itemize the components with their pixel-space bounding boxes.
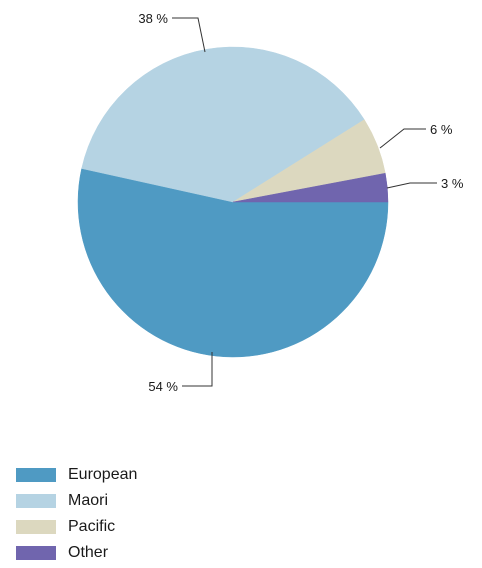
leader-line-other	[386, 182, 437, 189]
legend-swatch	[16, 520, 56, 534]
legend-label: Other	[68, 544, 109, 561]
pie-slice-maori	[81, 46, 365, 203]
legend-item-other: Other	[16, 540, 137, 566]
leader-lines	[172, 17, 437, 387]
leader-line-maori	[172, 17, 206, 53]
legend: European Maori Pacific Other	[16, 462, 137, 566]
legend-label: European	[68, 466, 138, 483]
data-label-maori: 38 %	[138, 11, 168, 26]
leader-line-pacific	[379, 128, 426, 149]
data-label-pacific: 6 %	[430, 122, 453, 137]
legend-swatch	[16, 546, 56, 560]
data-label-other: 3 %	[441, 176, 464, 191]
data-label-european: 54 %	[148, 379, 178, 394]
pie-slices	[77, 46, 389, 358]
legend-item-european: European	[16, 462, 137, 488]
legend-item-maori: Maori	[16, 488, 137, 514]
pie-slice-european	[77, 168, 389, 358]
legend-label: Pacific	[68, 518, 116, 535]
legend-label: Maori	[68, 492, 109, 509]
leader-line-european	[182, 352, 213, 387]
legend-item-pacific: Pacific	[16, 514, 137, 540]
legend-swatch	[16, 494, 56, 508]
legend-swatch	[16, 468, 56, 482]
data-labels: 54 % 38 % 6 % 3 %	[138, 11, 463, 394]
